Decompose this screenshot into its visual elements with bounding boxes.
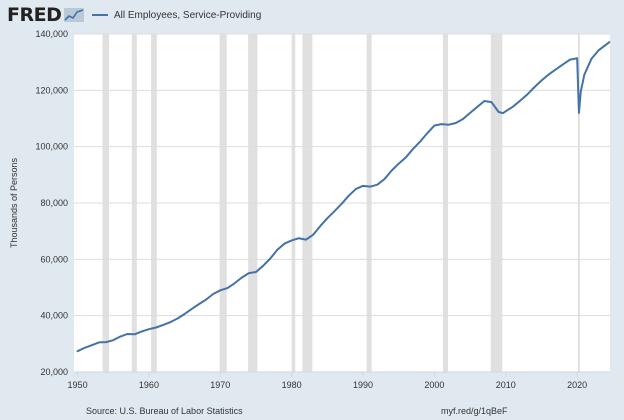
x-tick-label: 1970 <box>210 380 230 390</box>
fred-graph-mark-icon <box>64 8 84 22</box>
y-tick-label: 40,000 <box>40 311 68 321</box>
y-tick-label: 120,000 <box>35 85 68 95</box>
legend-label: All Employees, Service-Providing <box>114 9 262 21</box>
legend-item[interactable]: All Employees, Service-Providing <box>92 8 261 22</box>
y-tick-label: 100,000 <box>35 142 68 152</box>
x-tick-label: 2010 <box>496 380 516 390</box>
x-tick-label: 1950 <box>68 380 88 390</box>
x-tick-label: 1990 <box>353 380 373 390</box>
y-tick-label: 20,000 <box>40 367 68 377</box>
y-tick-label: 60,000 <box>40 254 68 264</box>
y-axis-label: Thousands of Persons <box>9 157 19 248</box>
x-tick-label: 2020 <box>567 380 587 390</box>
x-tick-label: 1960 <box>139 380 159 390</box>
y-axis-ticks: 20,000 40,000 60,000 80,000 100,000 120,000 14… <box>35 29 68 377</box>
source-note: Source: U.S. Bureau of Labor Statistics <box>86 406 243 416</box>
x-tick-label: 1980 <box>282 380 302 390</box>
x-tick-label: 2000 <box>424 380 444 390</box>
short-url-link[interactable]: myf.red/g/1qBeF <box>441 406 508 416</box>
legend-line-swatch <box>92 14 108 16</box>
y-tick-label: 140,000 <box>35 29 68 39</box>
fred-logo[interactable]: FRED <box>7 4 62 26</box>
series-line <box>76 41 611 353</box>
y-tick-label: 80,000 <box>40 198 68 208</box>
chart-header: FRED All Employees, Service-Providing <box>0 0 624 30</box>
x-axis-ticks: 1950 1960 1970 1980 1990 2000 2010 2020 <box>68 371 610 390</box>
series-layer <box>76 41 611 353</box>
